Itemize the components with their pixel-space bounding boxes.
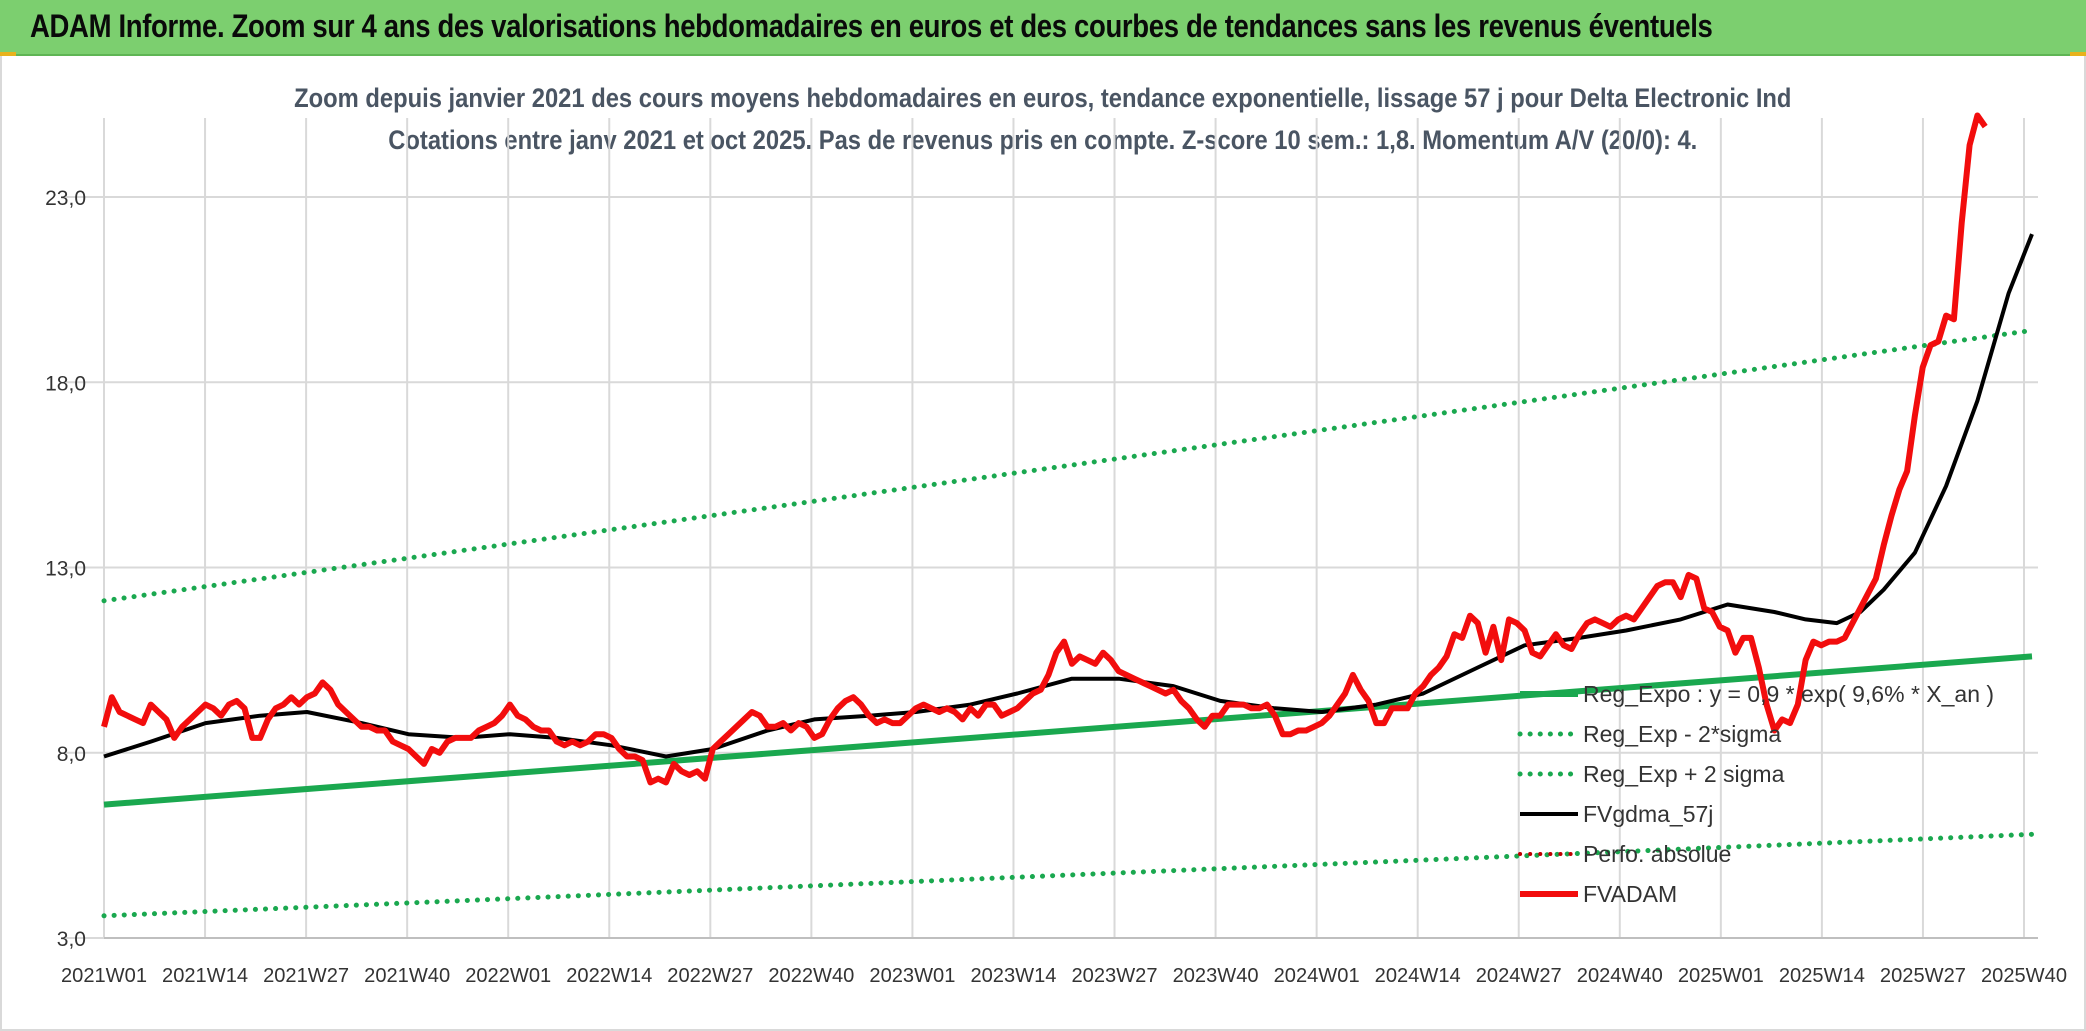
- x-tick-label: 2025W01: [1678, 965, 1764, 987]
- y-tick-label: 18,0: [45, 372, 86, 395]
- header-accent-left: [0, 52, 16, 56]
- chart-title: Zoom depuis janvier 2021 des cours moyen…: [0, 83, 2086, 114]
- x-tick-label: 2025W14: [1779, 965, 1865, 987]
- header-bar: [0, 0, 2086, 56]
- legend-label-5: FVADAM: [1583, 881, 1677, 907]
- legend-label-3: FVgdma_57j: [1583, 801, 1713, 827]
- x-tick-label: 2022W27: [667, 965, 753, 987]
- x-tick-label: 2022W01: [465, 965, 551, 987]
- series-line-1: [101, 831, 2035, 919]
- chart-subtitle: Cotations entre janv 2021 et oct 2025. P…: [0, 125, 2086, 156]
- legend-layer: Reg_Expo : y = 0,9 * exp( 9,6% * X_an ) R…: [1517, 681, 1994, 907]
- page-title: ADAM Informe. Zoom sur 4 ans des valoris…: [30, 8, 1713, 44]
- legend-label-2: Reg_Exp + 2 sigma: [1583, 761, 1785, 787]
- legend-label-0: Reg_Expo : y = 0,9 * exp( 9,6% * X_an ): [1583, 681, 1994, 707]
- x-tick-label: 2023W01: [869, 965, 955, 987]
- x-tick-label: 2024W01: [1274, 965, 1360, 987]
- grid-layer: [66, 118, 2038, 939]
- x-tick-label: 2021W40: [364, 965, 450, 987]
- series-line-0: [103, 653, 2033, 808]
- x-tick-label: 2024W14: [1375, 965, 1461, 987]
- y-tick-label: 13,0: [45, 558, 86, 581]
- header-accent-right: [2070, 52, 2086, 56]
- chart-title-text: Zoom depuis janvier 2021 des cours moyen…: [294, 83, 1792, 113]
- series-layer: [101, 112, 2035, 919]
- legend-label-1: Reg_Exp - 2*sigma: [1583, 721, 1781, 747]
- x-tick-label: 2023W14: [970, 965, 1056, 987]
- x-tick-label: 2023W27: [1072, 965, 1158, 987]
- x-tick-label: 2021W14: [162, 965, 248, 987]
- x-tick-label: 2024W27: [1476, 965, 1562, 987]
- x-tick-label: 2025W27: [1880, 965, 1966, 987]
- legend-label-4: Perfo. absolue: [1583, 841, 1731, 867]
- series-line-5: [101, 112, 1988, 786]
- x-tick-label: 2023W40: [1173, 965, 1259, 987]
- x-tick-label: 2022W40: [768, 965, 854, 987]
- x-tick-label: 2024W40: [1577, 965, 1663, 987]
- x-tick-label: 2022W14: [566, 965, 652, 987]
- y-tick-label: 23,0: [45, 187, 86, 210]
- series-line-2: [101, 327, 2035, 604]
- axis-layer: 3,0 8,0 13,0 18,0 23,0 2021W01 2021W14 2021W27 2…: [45, 187, 2067, 987]
- chart-subtitle-text: Cotations entre janv 2021 et oct 2025. P…: [388, 125, 1698, 155]
- y-tick-label: 8,0: [57, 743, 86, 766]
- x-tick-label: 2025W40: [1981, 965, 2067, 987]
- x-tick-label: 2021W27: [263, 965, 349, 987]
- x-tick-label: 2021W01: [61, 965, 147, 987]
- y-tick-label: 3,0: [57, 928, 86, 951]
